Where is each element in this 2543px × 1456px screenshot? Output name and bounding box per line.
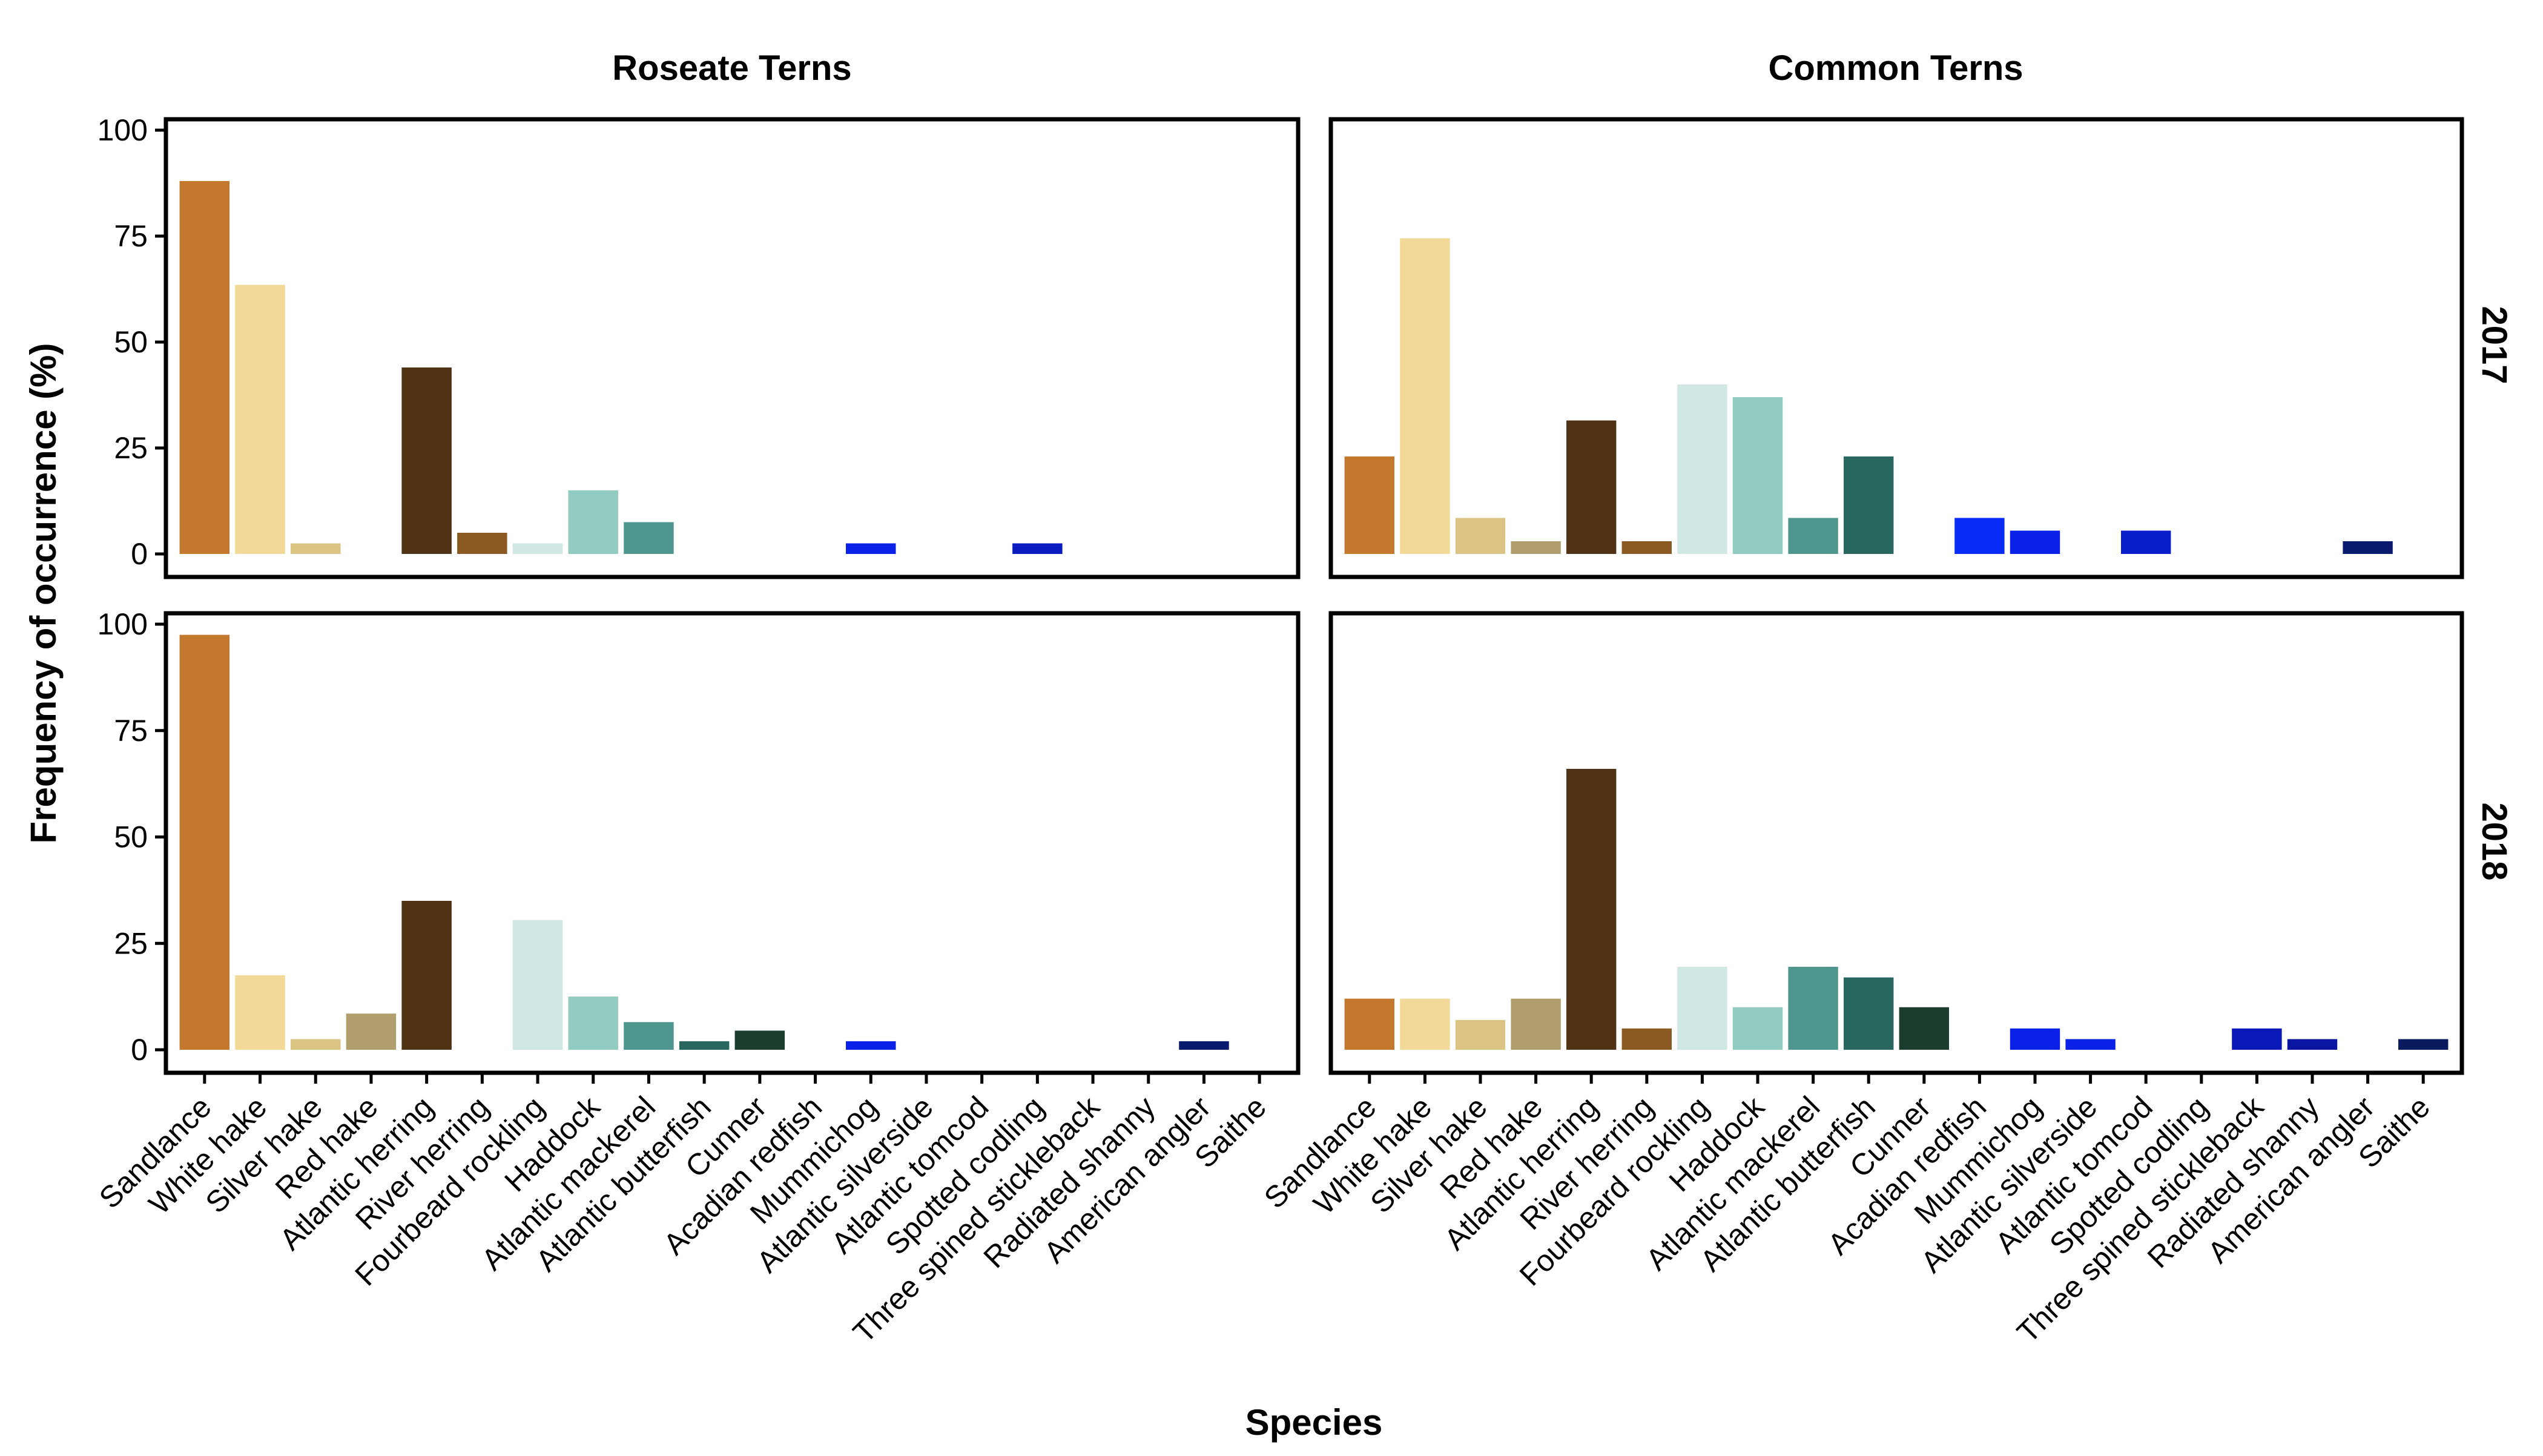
bar-common-terns-2018-atlantic-butterfish bbox=[1844, 977, 1894, 1050]
bar-roseate-terns-2018-atlantic-herring bbox=[401, 901, 452, 1050]
bar-roseate-terns-2017-mummichog bbox=[846, 543, 896, 554]
bar-roseate-terns-2018-american-angler bbox=[1179, 1041, 1229, 1050]
panel-frame-common-terns-2017 bbox=[1328, 117, 2464, 579]
bar-common-terns-2017-river-herring bbox=[1621, 541, 1672, 554]
strip-title-common-terns: Common Terns bbox=[1768, 48, 2023, 88]
bar-common-terns-2017-atlantic-mackerel bbox=[1788, 518, 1838, 554]
strip-title-2017: 2017 bbox=[2475, 306, 2514, 384]
y-tick-label-roseate-terns-2017-75: 75 bbox=[114, 219, 148, 253]
panel-roseate-terns-2017: 0 25 50 75 100 bbox=[97, 113, 1301, 579]
bar-common-terns-2017-atlantic-butterfish bbox=[1844, 456, 1894, 554]
y-tick-label-roseate-terns-2017-25: 25 bbox=[114, 431, 148, 465]
y-tick-label-roseate-terns-2018-100: 100 bbox=[97, 607, 148, 641]
bar-common-terns-2018-saithe bbox=[2398, 1039, 2449, 1050]
bar-common-terns-2017-american-angler bbox=[2343, 541, 2393, 554]
bar-roseate-terns-2018-cunner bbox=[734, 1030, 785, 1050]
bar-common-terns-2018-sandlance bbox=[1344, 998, 1394, 1050]
bar-roseate-terns-2018-red-hake bbox=[346, 1013, 397, 1050]
y-tick-label-roseate-terns-2017-50: 50 bbox=[114, 325, 148, 359]
bar-common-terns-2018-red-hake bbox=[1511, 998, 1561, 1050]
bar-common-terns-2018-fourbeard-rockling bbox=[1677, 966, 1727, 1050]
panel-frame-roseate-terns-2017 bbox=[163, 117, 1301, 579]
y-tick-label-roseate-terns-2017-0: 0 bbox=[131, 537, 148, 571]
bar-roseate-terns-2018-sandlance bbox=[179, 634, 230, 1050]
bar-common-terns-2017-fourbeard-rockling bbox=[1677, 384, 1727, 554]
bar-roseate-terns-2017-atlantic-herring bbox=[401, 367, 452, 554]
bar-roseate-terns-2018-mummichog bbox=[846, 1041, 896, 1050]
bar-common-terns-2018-atlantic-silverside bbox=[2065, 1039, 2116, 1050]
bar-common-terns-2018-three-spined-stickleback bbox=[2232, 1028, 2282, 1050]
bar-common-terns-2018-white-hake bbox=[1400, 998, 1450, 1050]
bar-roseate-terns-2017-spotted-codling bbox=[1012, 543, 1063, 554]
bar-common-terns-2018-atlantic-herring bbox=[1566, 769, 1617, 1050]
bar-common-terns-2018-river-herring bbox=[1621, 1028, 1672, 1050]
bar-common-terns-2018-cunner bbox=[1899, 1007, 1949, 1050]
bar-roseate-terns-2018-white-hake bbox=[235, 975, 285, 1050]
bar-roseate-terns-2017-haddock bbox=[568, 490, 618, 554]
y-tick-label-roseate-terns-2018-75: 75 bbox=[114, 714, 148, 748]
bar-roseate-terns-2018-fourbeard-rockling bbox=[512, 920, 563, 1050]
bar-roseate-terns-2017-silver-hake bbox=[291, 543, 341, 554]
bar-common-terns-2018-radiated-shanny bbox=[2287, 1039, 2338, 1050]
y-tick-label-roseate-terns-2018-25: 25 bbox=[114, 926, 148, 960]
bar-common-terns-2017-haddock bbox=[1732, 397, 1783, 554]
bar-common-terns-2017-atlantic-herring bbox=[1566, 420, 1617, 554]
panel-common-terns-2017 bbox=[1328, 117, 2464, 579]
bar-roseate-terns-2018-haddock bbox=[568, 996, 618, 1050]
y-tick-label-roseate-terns-2017-100: 100 bbox=[97, 113, 148, 147]
y-axis-title: Frequency of occurrence (%) bbox=[23, 343, 64, 844]
bar-common-terns-2017-atlantic-tomcod bbox=[2121, 530, 2171, 554]
bar-roseate-terns-2018-silver-hake bbox=[291, 1039, 341, 1050]
strip-title-roseate-terns: Roseate Terns bbox=[612, 48, 851, 88]
bar-roseate-terns-2017-sandlance bbox=[179, 181, 230, 554]
bar-roseate-terns-2017-fourbeard-rockling bbox=[512, 543, 563, 554]
bar-common-terns-2018-silver-hake bbox=[1455, 1020, 1506, 1050]
y-tick-label-roseate-terns-2018-50: 50 bbox=[114, 820, 148, 854]
bar-common-terns-2017-white-hake bbox=[1400, 238, 1450, 554]
bar-common-terns-2018-mummichog bbox=[2010, 1028, 2060, 1050]
bar-roseate-terns-2017-atlantic-mackerel bbox=[624, 522, 674, 554]
bar-roseate-terns-2018-atlantic-mackerel bbox=[624, 1022, 674, 1050]
bar-roseate-terns-2018-atlantic-butterfish bbox=[679, 1041, 730, 1050]
bar-common-terns-2017-red-hake bbox=[1511, 541, 1561, 554]
bar-common-terns-2017-sandlance bbox=[1344, 456, 1394, 554]
bar-common-terns-2017-silver-hake bbox=[1455, 518, 1506, 554]
bar-common-terns-2017-acadian-redfish bbox=[1954, 518, 2005, 554]
bar-roseate-terns-2017-river-herring bbox=[457, 533, 507, 554]
x-axis-title: Species bbox=[1245, 1402, 1383, 1443]
bar-roseate-terns-2017-white-hake bbox=[235, 285, 285, 554]
strip-title-2018: 2018 bbox=[2475, 802, 2514, 880]
bar-common-terns-2017-mummichog bbox=[2010, 530, 2060, 554]
bar-common-terns-2018-haddock bbox=[1732, 1007, 1783, 1050]
bar-common-terns-2018-atlantic-mackerel bbox=[1788, 966, 1838, 1050]
panel-frame-roseate-terns-2018 bbox=[163, 611, 1301, 1075]
panel-frame-common-terns-2018 bbox=[1328, 611, 2464, 1075]
y-tick-label-roseate-terns-2018-0: 0 bbox=[131, 1033, 148, 1067]
